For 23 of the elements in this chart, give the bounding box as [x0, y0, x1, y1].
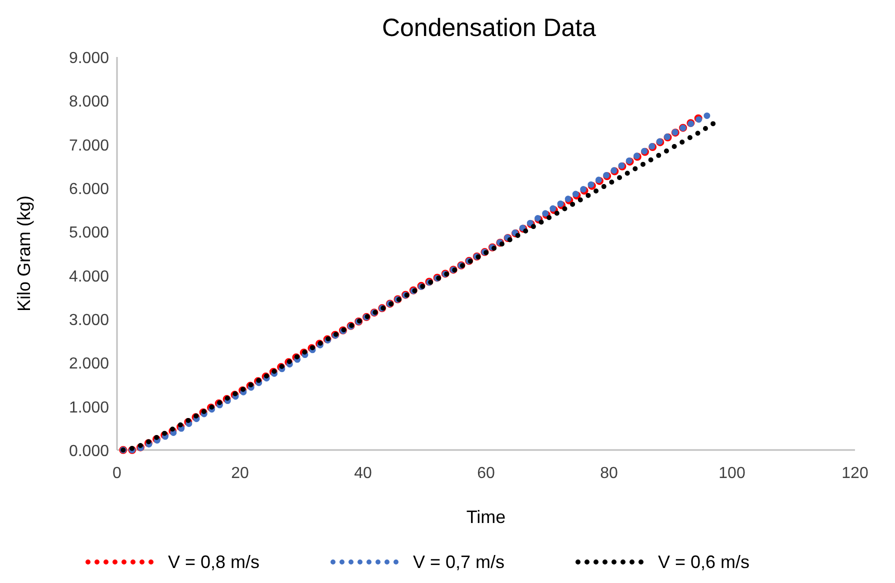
- y-tick-label: 5.000: [68, 224, 110, 242]
- y-tick-label: 6.000: [68, 181, 110, 198]
- chart-title: Condensation Data: [382, 14, 596, 42]
- x-tick-label: 100: [718, 465, 746, 482]
- legend-label: V = 0,8 m/s: [168, 552, 260, 572]
- y-tick-label: 8.000: [68, 94, 110, 111]
- y-tick-label: 9.000: [68, 50, 110, 67]
- y-tick-label: 3.000: [68, 312, 110, 329]
- x-tick-label: 80: [600, 465, 618, 482]
- legend-label: V = 0,6 m/s: [658, 552, 750, 572]
- y-tick-label: 1.000: [68, 399, 110, 416]
- y-tick-label: 2.000: [68, 356, 110, 373]
- legend-label: V = 0,7 m/s: [413, 552, 505, 572]
- x-tick-label: 40: [354, 465, 372, 482]
- x-tick-label: 60: [477, 465, 495, 482]
- x-tick-label: 20: [231, 465, 249, 482]
- y-tick-label: 4.000: [68, 268, 110, 286]
- y-axis-title: Kilo Gram (kg): [14, 195, 34, 312]
- x-tick-label: 0: [112, 465, 122, 482]
- x-axis-title: Time: [466, 507, 506, 527]
- y-tick-label: 0.000: [68, 443, 110, 460]
- y-tick-label: 7.000: [68, 137, 110, 154]
- x-tick-label: 120: [842, 465, 868, 482]
